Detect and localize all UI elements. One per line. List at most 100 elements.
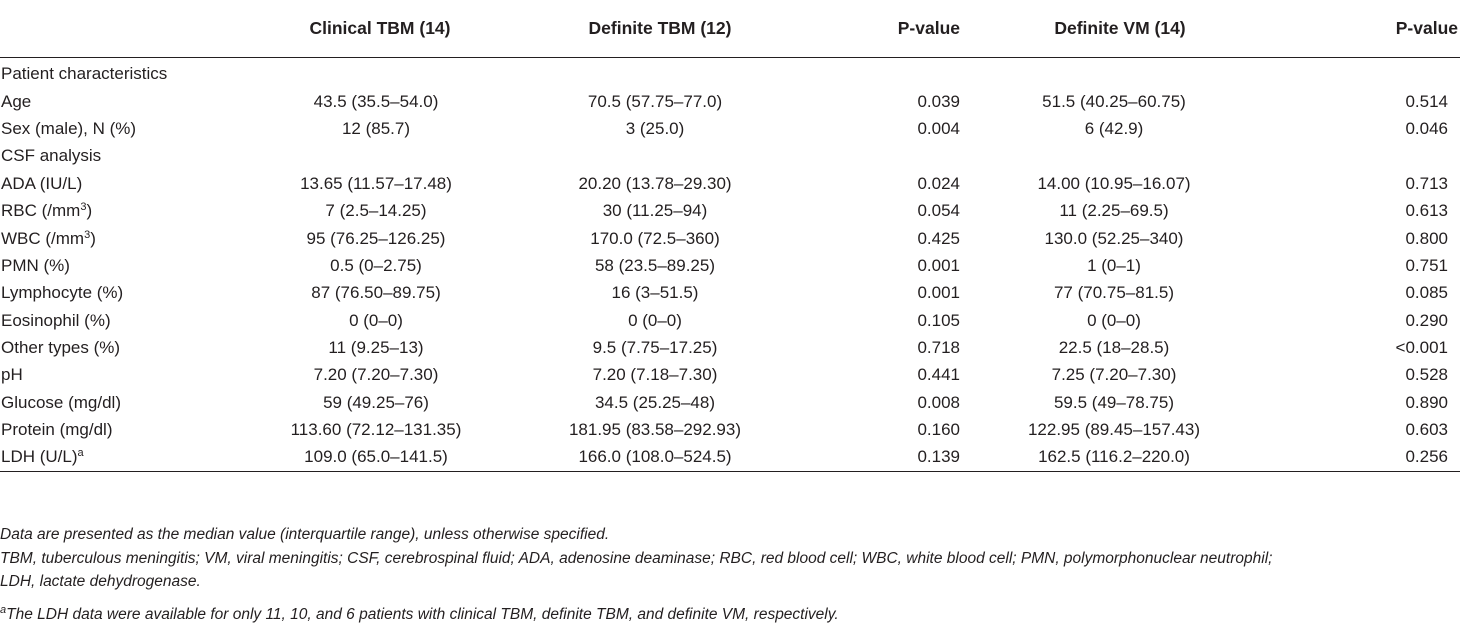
cell-clinical-tbm: 113.60 (72.12–131.35) — [250, 417, 550, 444]
cell-pvalue-2: 0.603 — [1280, 417, 1460, 444]
cell-pvalue-1: 0.001 — [850, 252, 970, 279]
cell-pvalue-1: 0.160 — [850, 417, 970, 444]
row-label: ADA (IU/L) — [0, 170, 250, 197]
cell-pvalue-2: 0.528 — [1280, 362, 1460, 389]
cell-definite-tbm: 0 (0–0) — [550, 307, 850, 334]
cell-definite-tbm: 58 (23.5–89.25) — [550, 252, 850, 279]
cell-pvalue-2: 0.046 — [1280, 115, 1460, 142]
cell-clinical-tbm: 0.5 (0–2.75) — [250, 252, 550, 279]
row-label-text: Other types (%) — [1, 338, 120, 357]
cell-pvalue-2 — [1280, 61, 1460, 88]
cell-definite-vm: 7.25 (7.20–7.30) — [970, 362, 1280, 389]
cell-pvalue-2: 0.800 — [1280, 225, 1460, 252]
table-row: Lymphocyte (%)87 (76.50–89.75)16 (3–51.5… — [0, 280, 1460, 307]
cell-definite-vm: 59.5 (49–78.75) — [970, 389, 1280, 416]
table-row: WBC (/mm3)95 (76.25–126.25)170.0 (72.5–3… — [0, 225, 1460, 252]
footnote-median: Data are presented as the median value (… — [0, 523, 1460, 547]
cell-pvalue-1: 0.024 — [850, 170, 970, 197]
row-label-text: Sex (male), N (%) — [1, 119, 136, 138]
cell-definite-tbm: 9.5 (7.75–17.25) — [550, 334, 850, 361]
cell-definite-tbm: 170.0 (72.5–360) — [550, 225, 850, 252]
section-label: CSF analysis — [0, 143, 250, 170]
cell-pvalue-2: 0.085 — [1280, 280, 1460, 307]
cell-pvalue-2: 0.514 — [1280, 88, 1460, 115]
footnote-abbreviations-line1: TBM, tuberculous meningitis; VM, viral m… — [0, 550, 1272, 567]
cell-pvalue-1: 0.004 — [850, 115, 970, 142]
row-label: Glucose (mg/dl) — [0, 389, 250, 416]
row-label-text: Lymphocyte (%) — [1, 283, 123, 302]
row-label: Age — [0, 88, 250, 115]
section-row: CSF analysis — [0, 143, 1460, 170]
cell-pvalue-2 — [1280, 143, 1460, 170]
cell-pvalue-1: 0.139 — [850, 444, 970, 471]
cell-pvalue-1: 0.039 — [850, 88, 970, 115]
footnote-abbreviations: TBM, tuberculous meningitis; VM, viral m… — [0, 547, 1460, 594]
row-label: pH — [0, 362, 250, 389]
cell-definite-vm: 122.95 (89.45–157.43) — [970, 417, 1280, 444]
header-cell-pvalue-2: P-value — [1280, 0, 1460, 57]
cell-clinical-tbm: 43.5 (35.5–54.0) — [250, 88, 550, 115]
header-cell-clinical-tbm: Clinical TBM (14) — [250, 0, 550, 57]
table-row: Protein (mg/dl)113.60 (72.12–131.35)181.… — [0, 417, 1460, 444]
data-table: Clinical TBM (14) Definite TBM (12) P-va… — [0, 0, 1460, 472]
footnote-abbreviations-line2: LDH, lactate dehydrogenase. — [0, 573, 201, 590]
cell-definite-tbm: 30 (11.25–94) — [550, 197, 850, 224]
cell-definite-tbm: 7.20 (7.18–7.30) — [550, 362, 850, 389]
cell-clinical-tbm — [250, 61, 550, 88]
cell-clinical-tbm: 95 (76.25–126.25) — [250, 225, 550, 252]
row-label-text: Age — [1, 92, 31, 111]
row-label: Sex (male), N (%) — [0, 115, 250, 142]
footnote-ldh: aThe LDH data were available for only 11… — [0, 603, 1460, 626]
cell-definite-vm: 11 (2.25–69.5) — [970, 197, 1280, 224]
row-label-text: Protein (mg/dl) — [1, 420, 112, 439]
cell-definite-vm: 6 (42.9) — [970, 115, 1280, 142]
cell-pvalue-1: 0.425 — [850, 225, 970, 252]
row-label-text: Eosinophil (%) — [1, 311, 111, 330]
cell-definite-tbm — [550, 61, 850, 88]
table-body: Patient characteristics Age 43.5 (35.5–54.… — [0, 57, 1460, 471]
table-row: Glucose (mg/dl) 59 (49.25–76)34.5 (25.25–… — [0, 389, 1460, 416]
cell-clinical-tbm: 59 (49.25–76) — [250, 389, 550, 416]
header-cell-label — [0, 0, 250, 57]
cell-pvalue-1: 0.008 — [850, 389, 970, 416]
row-label-suffix: ) — [86, 201, 92, 220]
row-label: Lymphocyte (%) — [0, 280, 250, 307]
cell-definite-vm: 162.5 (116.2–220.0) — [970, 444, 1280, 471]
section-row: Patient characteristics — [0, 61, 1460, 88]
cell-pvalue-2: 0.290 — [1280, 307, 1460, 334]
cell-clinical-tbm: 7 (2.5–14.25) — [250, 197, 550, 224]
cell-pvalue-2: 0.890 — [1280, 389, 1460, 416]
row-label: LDH (U/L)a — [0, 444, 250, 471]
cell-definite-tbm: 16 (3–51.5) — [550, 280, 850, 307]
section-label: Patient characteristics — [0, 61, 250, 88]
cell-definite-tbm: 34.5 (25.25–48) — [550, 389, 850, 416]
row-label-text: ADA (IU/L) — [1, 174, 82, 193]
cell-clinical-tbm: 109.0 (65.0–141.5) — [250, 444, 550, 471]
table-header: Clinical TBM (14) Definite TBM (12) P-va… — [0, 0, 1460, 57]
row-label-text: pH — [1, 365, 23, 384]
row-label: PMN (%) — [0, 252, 250, 279]
header-cell-pvalue-1: P-value — [850, 0, 970, 57]
row-label-text: RBC (/mm — [1, 201, 80, 220]
cell-definite-vm: 0 (0–0) — [970, 307, 1280, 334]
table-row: Other types (%) 11 (9.25–13)9.5 (7.75–17.… — [0, 334, 1460, 361]
cell-pvalue-2: 0.613 — [1280, 197, 1460, 224]
row-label: WBC (/mm3) — [0, 225, 250, 252]
row-label: RBC (/mm3) — [0, 197, 250, 224]
row-label-suffix: ) — [90, 229, 96, 248]
cell-pvalue-2: 0.751 — [1280, 252, 1460, 279]
row-label-text: CSF analysis — [1, 146, 101, 165]
row-label: Protein (mg/dl) — [0, 417, 250, 444]
cell-definite-vm: 14.00 (10.95–16.07) — [970, 170, 1280, 197]
cell-clinical-tbm: 11 (9.25–13) — [250, 334, 550, 361]
cell-pvalue-2: <0.001 — [1280, 334, 1460, 361]
cell-definite-vm: 22.5 (18–28.5) — [970, 334, 1280, 361]
row-label-text: Glucose (mg/dl) — [1, 393, 121, 412]
